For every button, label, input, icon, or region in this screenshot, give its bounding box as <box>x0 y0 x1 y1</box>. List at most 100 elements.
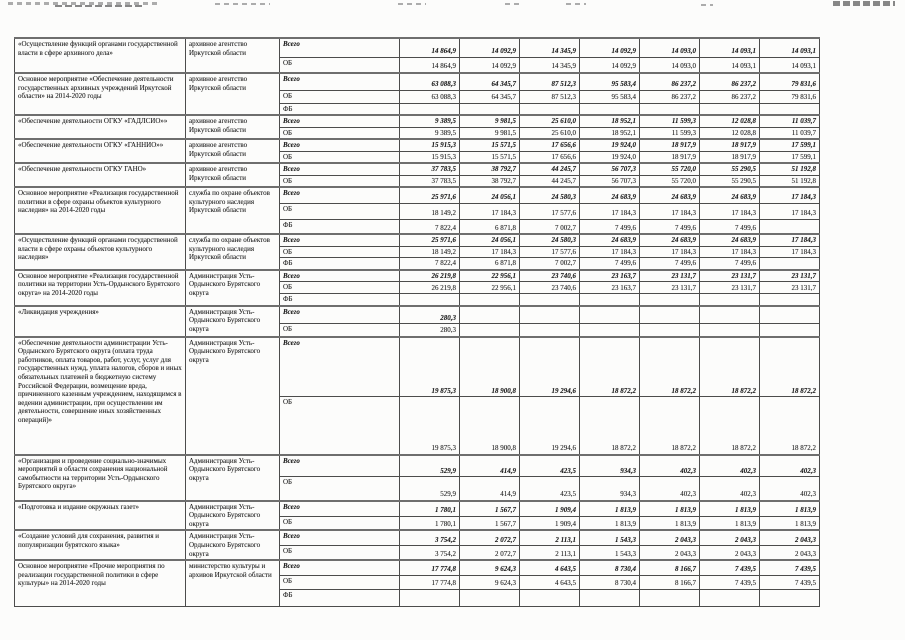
value-cell: 23 740,6 <box>519 268 580 283</box>
value-cell: 25 610,0 <box>519 126 580 140</box>
value-cell: 55 720,0 <box>639 174 700 188</box>
value-cell: 23 131,7 <box>759 268 820 283</box>
budget-source-cell: Всего <box>279 268 400 283</box>
scan-artifact <box>8 2 158 5</box>
value-cell: 23 163,7 <box>579 268 640 283</box>
budget-source-cell: Всего <box>279 453 400 478</box>
table-row: «Обеспечение деятельности ОГКУ «ГАДЛСИО»… <box>14 114 820 140</box>
value-cell: 7 499,6 <box>639 218 700 235</box>
program-name-cell: «Подготовка и издание окружных газет» <box>14 499 186 531</box>
value-cell: 18 917,9 <box>699 150 760 164</box>
value-cell: 37 783,5 <box>399 174 460 188</box>
value-cell <box>699 323 760 338</box>
value-cell: 280,3 <box>399 304 460 325</box>
value-cell: 15 571,5 <box>459 150 520 164</box>
value-cell <box>459 323 520 338</box>
value-cell: 24 580,3 <box>519 186 580 204</box>
scan-artifact <box>833 1 895 6</box>
value-cell: 23 131,7 <box>639 268 700 283</box>
value-cell: 8 730,4 <box>579 574 640 590</box>
budget-source-cell: ОБ <box>279 89 400 104</box>
value-cell: 64 345,7 <box>459 89 520 104</box>
value-cell: 1 909,4 <box>519 499 580 517</box>
value-cell: 2 043,3 <box>699 545 760 561</box>
value-cell: 423,5 <box>519 453 580 478</box>
value-cell: 12 028,8 <box>699 126 760 140</box>
value-cell: 8 166,7 <box>639 574 700 590</box>
program-name-cell: «Осуществление функций органами государс… <box>14 233 186 271</box>
value-cell <box>459 293 520 307</box>
value-cell: 14 093,1 <box>699 56 760 74</box>
value-cell: 15 571,5 <box>459 138 520 152</box>
value-cell: 25 971,6 <box>399 186 460 204</box>
value-cell: 18 900,8 <box>459 335 520 398</box>
value-cell: 7 822,4 <box>399 257 460 271</box>
value-cell: 7 439,5 <box>759 574 820 590</box>
value-cell: 24 056,1 <box>459 233 520 247</box>
value-cell: 7 439,5 <box>699 559 760 576</box>
value-cell: 23 740,6 <box>519 281 580 295</box>
value-cell: 24 683,9 <box>699 233 760 247</box>
value-cell: 529,9 <box>399 453 460 478</box>
value-cell: 14 093,0 <box>639 56 700 74</box>
value-cell: 18 917,9 <box>639 150 700 164</box>
executor-cell: архивное агентство Иркутской области <box>185 37 280 74</box>
value-cell: 17 656,6 <box>519 150 580 164</box>
executor-cell: архивное агентство Иркутской области <box>185 162 280 188</box>
value-cell: 8 166,7 <box>639 559 700 576</box>
program-name-cell: Основное мероприятие «Обеспечение деятел… <box>14 71 186 116</box>
value-cell <box>459 588 520 607</box>
value-cell: 7 499,6 <box>699 257 760 271</box>
value-cell <box>699 304 760 325</box>
value-cell: 7 439,5 <box>699 574 760 590</box>
value-cell <box>699 588 760 607</box>
scan-artifact <box>398 3 426 5</box>
value-cell: 23 131,7 <box>639 281 700 295</box>
value-cell: 19 294,6 <box>519 396 580 456</box>
table-row: ОБ 18 149,2 17 184,3 17 577,6 17 184,3 17 184… <box>15 202 820 220</box>
value-cell: 15 915,3 <box>399 150 460 164</box>
value-cell: 402,3 <box>699 453 760 478</box>
budget-source-cell: Всего <box>279 162 400 176</box>
value-cell: 9 389,5 <box>399 114 460 128</box>
value-cell: 7 002,7 <box>519 257 580 271</box>
value-cell: 17 184,3 <box>699 245 760 259</box>
value-cell: 22 956,1 <box>459 281 520 295</box>
value-cell <box>759 293 820 307</box>
value-cell: 402,3 <box>759 453 820 478</box>
table-row: ОБ 15 915,3 15 571,5 17 656,6 19 924,0 18 917… <box>15 150 820 164</box>
value-cell: 38 792,7 <box>459 174 520 188</box>
value-cell: 12 028,8 <box>699 114 760 128</box>
value-cell <box>579 323 640 338</box>
value-cell: 17 577,6 <box>519 245 580 259</box>
value-cell: 2 072,7 <box>459 529 520 547</box>
budget-source-cell: Всего <box>279 233 400 247</box>
value-cell: 14 864,9 <box>399 37 460 58</box>
value-cell: 18 872,2 <box>699 396 760 456</box>
budget-source-cell: Всего <box>279 559 400 576</box>
value-cell: 17 184,3 <box>759 245 820 259</box>
value-cell: 23 163,7 <box>579 281 640 295</box>
budget-source-cell: Всего <box>279 37 400 58</box>
value-cell: 14 864,9 <box>399 56 460 74</box>
value-cell: 87 512,3 <box>519 89 580 104</box>
value-cell: 11 599,3 <box>639 114 700 128</box>
value-cell: 22 956,1 <box>459 268 520 283</box>
table-row: ОБ 17 774,8 9 624,3 4 643,5 8 730,4 8 166,7 7 … <box>15 574 820 590</box>
value-cell <box>759 323 820 338</box>
value-cell: 18 900,8 <box>459 396 520 456</box>
value-cell: 86 237,2 <box>699 72 760 91</box>
value-cell <box>639 293 700 307</box>
value-cell: 95 583,4 <box>579 72 640 91</box>
value-cell: 18 952,1 <box>579 114 640 128</box>
value-cell: 1 567,7 <box>459 515 520 531</box>
value-cell: 18 149,2 <box>399 245 460 259</box>
value-cell: 7 499,6 <box>579 218 640 235</box>
budget-source-cell: ОБ <box>279 323 400 338</box>
budget-source-cell: ОБ <box>279 202 400 220</box>
value-cell: 9 624,3 <box>459 574 520 590</box>
value-cell: 4 643,5 <box>519 574 580 590</box>
table-row: ОБ 18 149,2 17 184,3 17 577,6 17 184,3 17 184… <box>15 245 820 259</box>
program-name-cell: «Обеспечение деятельности ОГКУ ГАНО» <box>14 162 186 188</box>
